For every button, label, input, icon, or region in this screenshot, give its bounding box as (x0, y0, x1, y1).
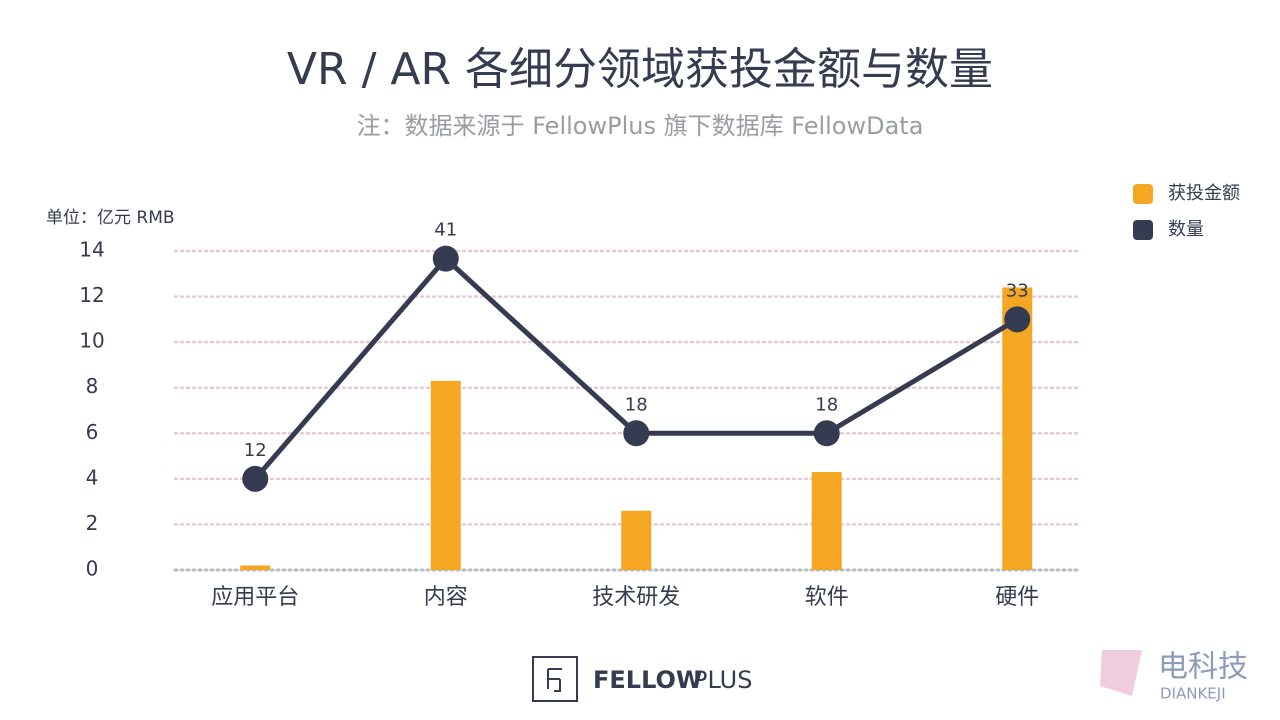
x-tick-label: 硬件 (995, 585, 1039, 610)
x-tick-label: 技术研发 (592, 585, 680, 610)
logo-glyph (547, 668, 562, 692)
bar (1002, 287, 1033, 570)
data-label: 18 (625, 394, 648, 415)
legend-label: 获投金额 (1168, 183, 1240, 204)
y-tick-label: 14 (79, 238, 104, 262)
y-tick-label: 8 (86, 374, 99, 398)
legend-swatch (1133, 184, 1153, 204)
legend-label: 数量 (1168, 219, 1204, 240)
line-marker (432, 245, 459, 272)
data-label: 33 (1006, 280, 1029, 301)
bar (430, 380, 461, 570)
line-marker (1004, 306, 1031, 333)
bar (621, 510, 652, 570)
x-tick-label: 内容 (424, 585, 468, 610)
line-marker (623, 420, 650, 447)
brand-bold: FELLOW (593, 666, 702, 694)
data-label: 12 (244, 440, 267, 461)
legend-swatch (1133, 220, 1153, 240)
brand-light: PLUS (693, 666, 752, 694)
chart-title: VR / AR 各细分领域获投金额与数量 (287, 44, 993, 95)
y-tick-label: 6 (86, 420, 99, 444)
x-tick-label: 应用平台 (211, 585, 299, 610)
logo-box (532, 656, 578, 702)
line-marker (813, 420, 840, 447)
bar (240, 565, 271, 570)
x-tick-label: 软件 (805, 585, 849, 610)
chart-subtitle: 注：数据来源于 FellowPlus 旗下数据库 FellowData (357, 112, 924, 140)
y-tick-label: 4 (86, 465, 99, 489)
y-tick-label: 0 (86, 557, 99, 581)
watermark: 电科技 DIANKEJI (1100, 650, 1248, 703)
y-tick-label: 10 (79, 329, 104, 353)
data-label: 18 (815, 394, 838, 415)
data-label: 41 (434, 220, 457, 241)
y-tick-label: 12 (79, 283, 104, 307)
bar (811, 472, 842, 570)
y-axis-label: 单位：亿元 RMB (46, 208, 175, 228)
brand-logo: FELLOW PLUS (532, 656, 752, 702)
watermark-icon (1100, 650, 1142, 696)
watermark-text: 电科技 (1158, 650, 1248, 685)
line-marker (242, 465, 269, 492)
watermark-sub: DIANKEJI (1160, 685, 1226, 703)
y-tick-label: 2 (86, 511, 99, 535)
